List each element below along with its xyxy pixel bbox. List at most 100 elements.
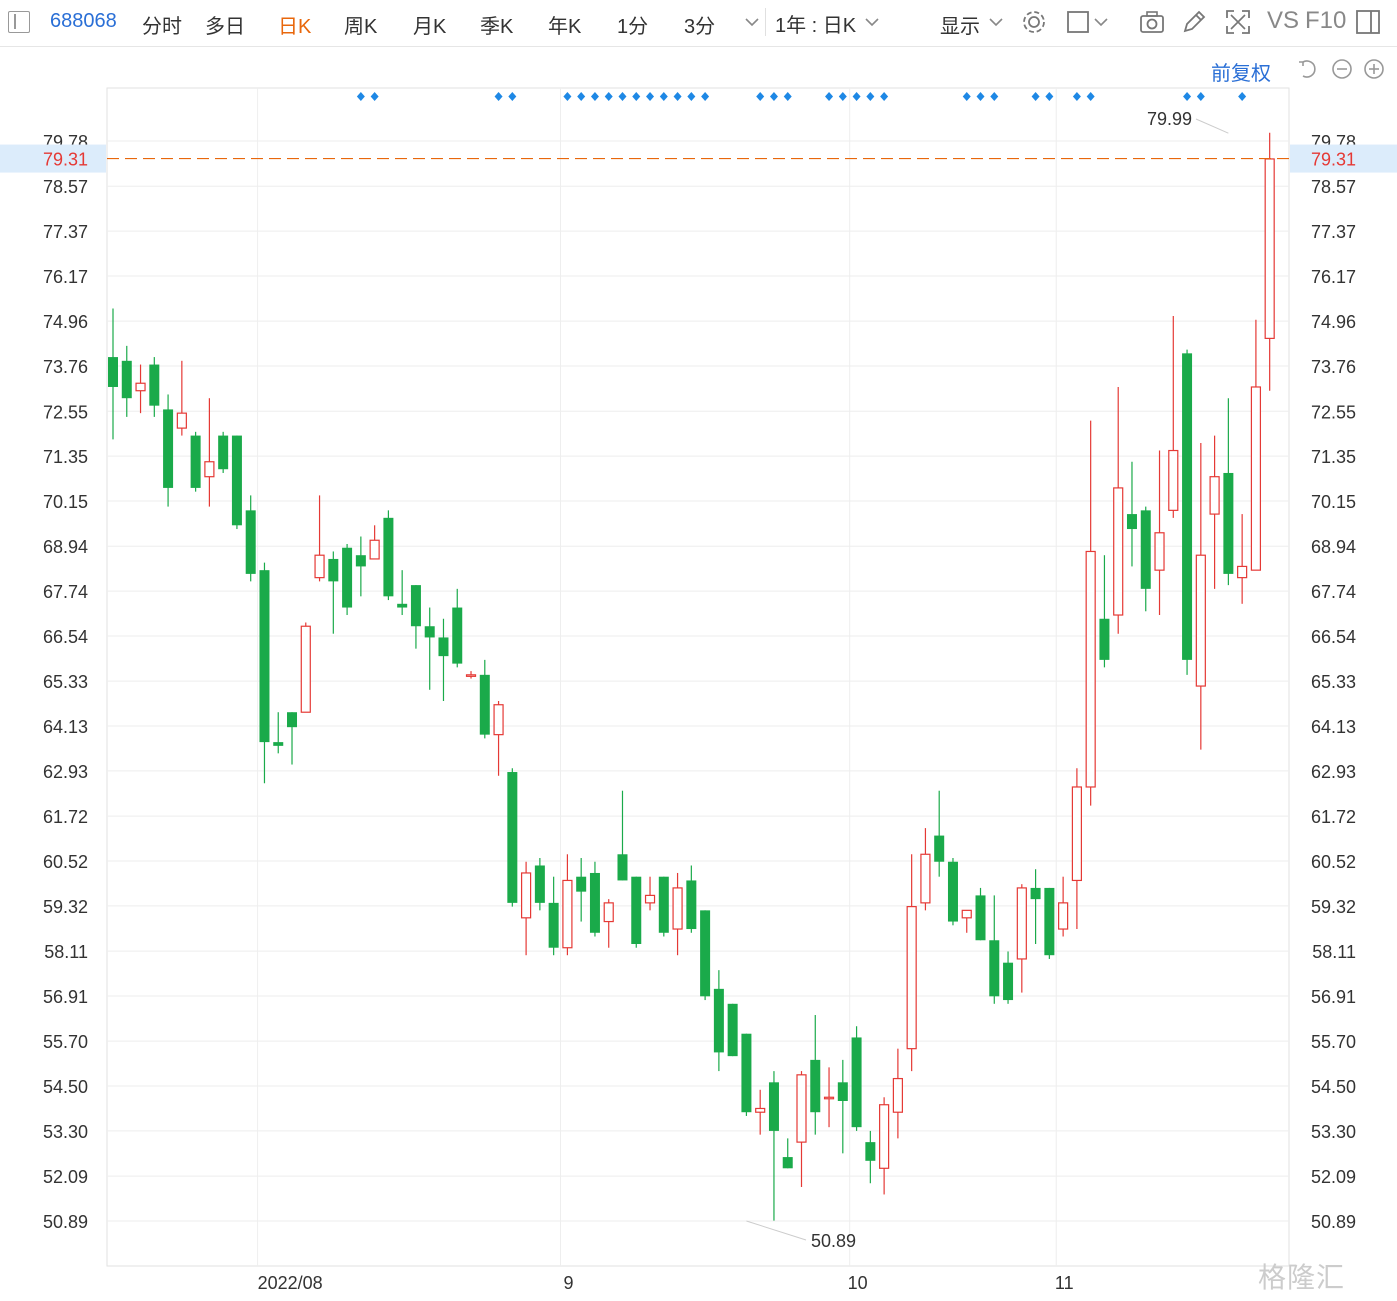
f10-button[interactable]: F10 [1305, 7, 1347, 34]
candle [741, 1033, 752, 1116]
settings-icon[interactable] [1020, 8, 1048, 36]
window-icon[interactable] [1354, 8, 1382, 36]
candle [1030, 869, 1041, 944]
square-select-chevron-icon[interactable] [1090, 8, 1118, 36]
period-select[interactable]: 1年 : 日K [775, 15, 857, 37]
signal-marker-icon [852, 92, 861, 101]
zoom-in-icon[interactable] [1363, 58, 1385, 80]
stock-code[interactable]: 688068 [50, 10, 117, 32]
tab-weekly-k[interactable]: 周K [344, 16, 378, 38]
candle-body [727, 1003, 738, 1057]
display-menu[interactable]: 显示 [940, 16, 980, 38]
candle [438, 618, 449, 701]
tab-3min[interactable]: 3分 [684, 16, 716, 38]
camera-icon[interactable] [1138, 8, 1166, 36]
y-tick-right: 61.72 [1311, 807, 1356, 827]
candle [465, 671, 477, 679]
tab-1min[interactable]: 1分 [617, 16, 649, 38]
signal-marker-icon [590, 92, 599, 101]
y-tick-right: 74.96 [1311, 312, 1356, 332]
candle [245, 495, 256, 582]
candle-body [1250, 386, 1262, 571]
tab-yearly-k[interactable]: 年K [548, 16, 582, 38]
y-tick-left: 73.76 [43, 357, 88, 377]
tab-multi-day[interactable]: 多日 [205, 16, 245, 38]
sidebar-toggle-icon[interactable] [8, 11, 30, 33]
candle-body [562, 879, 573, 949]
candle-body [865, 1142, 876, 1161]
tab-intraday[interactable]: 分时 [142, 16, 182, 38]
candle-body [342, 547, 353, 608]
candle-body [1168, 449, 1179, 511]
candle-body [176, 412, 187, 429]
candle-body [108, 357, 118, 387]
candle-body [1182, 353, 1193, 660]
candle [135, 364, 146, 414]
candle [1154, 450, 1165, 616]
x-tick-label: 2022/08 [258, 1273, 323, 1293]
candle-body [231, 435, 242, 526]
candle [328, 551, 339, 634]
candle-body [1071, 786, 1083, 882]
tab-monthly-k[interactable]: 月K [413, 16, 447, 38]
candle-body [782, 1157, 793, 1169]
y-tick-right: 65.33 [1311, 672, 1356, 692]
price-adjust-toggle[interactable]: 前复权 [1211, 63, 1271, 85]
tab-quarterly-k[interactable]: 季K [480, 16, 514, 38]
candle-body [493, 704, 504, 736]
vs-button[interactable]: VS [1267, 7, 1300, 34]
candle [493, 701, 504, 776]
candle [1085, 420, 1096, 806]
candle-body [314, 554, 325, 579]
y-tick-left: 62.93 [43, 762, 88, 782]
candle-body [149, 364, 160, 406]
signal-marker-icon [577, 92, 586, 101]
tab-daily-k[interactable]: 日K [278, 16, 312, 38]
zoom-out-icon[interactable] [1331, 58, 1353, 80]
candle [603, 899, 614, 948]
signal-marker-icon [618, 92, 627, 101]
y-tick-left: 71.35 [43, 447, 88, 467]
signal-marker-icon [962, 92, 971, 101]
candle [920, 828, 931, 911]
candle [259, 562, 270, 784]
fullscreen-icon[interactable] [1224, 8, 1252, 36]
period-chevron-icon[interactable] [858, 8, 886, 36]
candle-body [892, 1077, 903, 1113]
candle-body [135, 382, 146, 392]
candle-body [1016, 887, 1027, 960]
signal-marker-icon [1238, 92, 1247, 101]
y-tick-left: 66.54 [43, 627, 88, 647]
signal-marker-icon [1196, 92, 1205, 101]
y-tick-right: 54.50 [1311, 1077, 1356, 1097]
candle [287, 712, 298, 765]
y-tick-left: 54.50 [43, 1077, 88, 1097]
y-axis-left: 50.89 52.09 53.30 54.50 55.70 56.91 58.11 59.32… [43, 132, 88, 1232]
candle-body [1223, 472, 1234, 574]
candle-body [644, 894, 656, 904]
display-chevron-icon[interactable] [982, 8, 1010, 36]
candle-body [906, 906, 917, 1050]
chevron-down-icon[interactable] [738, 8, 766, 36]
candle [1071, 768, 1083, 930]
undo-icon[interactable] [1297, 58, 1319, 80]
signal-marker-icon [687, 92, 696, 101]
candle-body [465, 674, 477, 677]
signal-marker-icon [494, 92, 503, 101]
candle-body [755, 1107, 766, 1113]
signal-marker-icon [646, 92, 655, 101]
pencil-icon[interactable] [1180, 8, 1208, 36]
candle [520, 861, 532, 956]
y-tick-right: 53.30 [1311, 1122, 1356, 1142]
y-tick-left: 60.52 [43, 852, 88, 872]
candle [1016, 884, 1027, 993]
candle-body [713, 988, 724, 1053]
square-select-icon[interactable] [1064, 8, 1092, 36]
y-tick-left: 58.11 [44, 942, 88, 962]
candle-body [1085, 550, 1096, 788]
chart-toolbar: 688068 分时 多日 日K 周K 月K 季K 年K 1分 3分 1年 : 日… [0, 0, 1397, 47]
signal-marker-icon [838, 92, 847, 101]
candle [410, 585, 421, 649]
candle [562, 854, 573, 956]
